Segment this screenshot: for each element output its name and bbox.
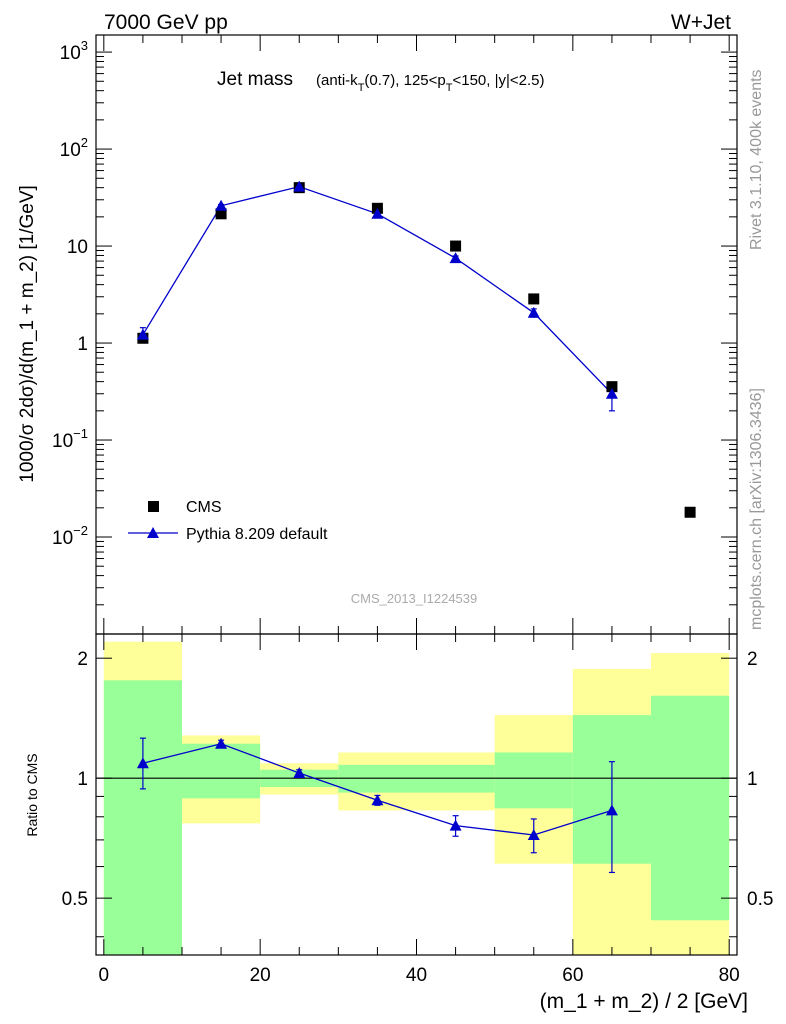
x-tick-label: 0: [99, 965, 110, 986]
ratio-y-tick-label: 0.5: [62, 889, 88, 910]
pythia-point: [215, 199, 228, 211]
data-error-band: [494, 752, 573, 809]
pythia-point: [527, 306, 540, 318]
chart-subtitle: (anti-kT(0.7), 125<pT<150, |y|<2.5): [316, 72, 545, 94]
y-tick-label: 103: [60, 38, 88, 64]
data-error-band: [103, 680, 182, 955]
main-y-axis-label: 1000/σ 2dσ)/d(m_1 + m_2) [1/GeV]: [17, 185, 38, 483]
x-tick-label: 60: [562, 965, 583, 986]
ratio-point: [293, 767, 306, 779]
y-tick-label: 10−2: [52, 523, 88, 549]
pythia-point: [371, 207, 384, 219]
main-data-layer: [136, 180, 696, 518]
ratio-y-tick-label-right: 0.5: [747, 889, 773, 910]
analysis-watermark: CMS_2013_I1224539: [351, 591, 478, 606]
ratio-point: [371, 794, 384, 806]
x-axis-label: (m_1 + m_2) / 2 [GeV]: [540, 990, 748, 1013]
main-frame: [95, 34, 738, 635]
data-error-band: [651, 695, 730, 921]
cms-point: [215, 208, 227, 220]
legend-cms-label: CMS: [186, 499, 222, 516]
cms-point: [606, 381, 618, 393]
subtitle-part: (anti-k: [316, 72, 358, 89]
subtitle-part: <150, |y|<2.5): [452, 72, 544, 89]
rivet-label: Rivet 3.1.10, 400k events: [748, 69, 765, 250]
cms-point: [528, 293, 540, 305]
subtitle-sub: T: [358, 82, 365, 94]
legend-cms-marker: [148, 501, 159, 512]
process-label: W+Jet: [671, 11, 731, 34]
y-tick-label: 10: [67, 237, 88, 258]
energy-label: 7000 GeV pp: [104, 11, 228, 34]
data-error-band: [181, 743, 261, 799]
y-tick-label: 10−1: [52, 426, 88, 452]
ratio-y-axis-label: Ratio to CMS: [24, 753, 40, 836]
cms-point: [450, 240, 462, 252]
subtitle-sub: T: [446, 82, 453, 94]
ratio-y-tick-label-right: 1: [747, 769, 758, 790]
x-tick-label: 20: [250, 965, 271, 986]
subtitle-part: (0.7), 125<p: [364, 72, 445, 89]
pythia-point: [605, 387, 618, 399]
ratio-data-layer: [96, 641, 737, 955]
ratio-point: [136, 757, 149, 769]
chart-title: Jet mass: [217, 69, 293, 90]
ratio-y-tick-label: 1: [77, 769, 88, 790]
ratio-ticks: 0.5 0.51 12 20 20 40 60 80: [62, 634, 773, 986]
y-tick-label: 1: [77, 334, 88, 355]
pythia-point: [449, 252, 462, 264]
mcplots-label: mcplots.cern.ch [arXiv:1306.3436]: [748, 388, 765, 630]
ratio-point: [215, 737, 228, 749]
legend-pythia-marker: [147, 527, 159, 538]
y-tick-label: 102: [60, 135, 88, 161]
main-ticks: 10−2 10−1 1 10 102 103: [52, 35, 737, 635]
ratio-y-tick-label-right: 2: [747, 649, 758, 670]
ratio-point: [605, 804, 618, 816]
x-tick-label: 80: [719, 965, 740, 986]
ratio-panel: 0.5 0.51 12 20 20 40 60 80 Ratio to CMS (m_1 + …: [24, 633, 773, 1013]
legend-pythia-label: Pythia 8.209 default: [186, 526, 328, 543]
ratio-y-tick-label: 2: [77, 649, 88, 670]
pythia-point: [293, 180, 306, 192]
pythia-point: [136, 328, 149, 340]
cms-point: [684, 506, 696, 518]
x-tick-label: 40: [406, 965, 427, 986]
ratio-point: [449, 819, 462, 831]
ratio-point: [527, 829, 540, 841]
